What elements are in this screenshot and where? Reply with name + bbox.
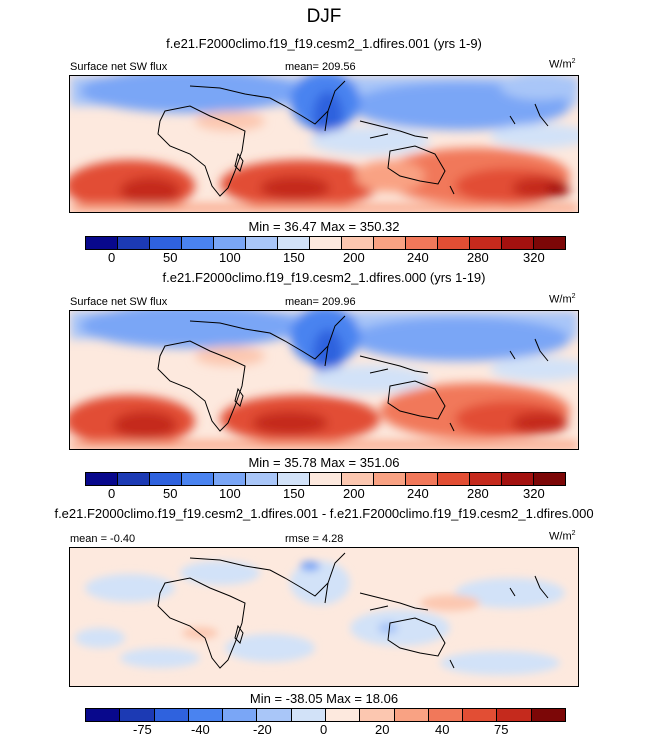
panel2-colorbar-swatch: [118, 473, 150, 485]
panel1-mean-label: mean= 209.56: [285, 61, 356, 73]
panel1-units: W/m2: [549, 58, 576, 71]
panel2-colorbar: [85, 472, 566, 486]
panel2-tick: 100: [219, 486, 241, 501]
panel2-mean-label: mean= 209.96: [285, 296, 356, 308]
panel1-colorbar-swatch: [406, 237, 438, 249]
panel2-field-label: Surface net SW flux: [70, 296, 168, 308]
panel2-colorbar-swatch: [150, 473, 182, 485]
panel2-colorbar-swatch: [534, 473, 565, 485]
panel3-coastlines: [157, 552, 549, 669]
panel2-minmax: Min = 35.78 Max = 351.06: [248, 455, 400, 470]
panel1-tick: 50: [163, 250, 178, 265]
panel1-colorbar-swatch: [246, 237, 278, 249]
panel1-colorbar-swatch: [182, 237, 214, 249]
panel2-units: W/m2: [549, 293, 576, 306]
panel3-colorbar-swatch: [223, 709, 258, 721]
panel1-colorbar-swatch: [534, 237, 565, 249]
panel1-colorbar-swatch: [438, 237, 470, 249]
panel3-colorbar-swatch: [497, 709, 532, 721]
panel3-colorbar-swatch: [360, 709, 395, 721]
panel3-tick: 0: [320, 722, 328, 737]
panel3-map: [69, 547, 579, 687]
panel3-colorbar-swatch: [394, 709, 429, 721]
panel3-tick: -75: [133, 722, 152, 737]
panel1-colorbar-swatch: [342, 237, 374, 249]
panel3-colorbar: [85, 708, 566, 722]
panel1-colorbar-swatch: [470, 237, 502, 249]
panel1-colorbar-swatch: [278, 237, 310, 249]
panel3-colorbar-swatch: [154, 709, 189, 721]
panel3-minmax: Min = -38.05 Max = 18.06: [249, 691, 399, 706]
panel3-units: W/m2: [549, 530, 576, 543]
panel3-colorbar-swatch: [463, 709, 498, 721]
panel3-colorbar-swatch: [257, 709, 292, 721]
panel1-colorbar-swatch: [150, 237, 182, 249]
panel3-colorbar-swatch: [428, 709, 464, 721]
panel2-colorbar-swatch: [438, 473, 470, 485]
panel1-colorbar-swatch: [502, 237, 534, 249]
panel3-colorbar-swatch: [120, 709, 155, 721]
panel1-colorbar-swatch: [310, 237, 342, 249]
panel1-coastlines: [157, 80, 549, 197]
panel2-colorbar-swatch: [374, 473, 406, 485]
panel3-colorbar-swatch: [188, 709, 224, 721]
panel2-colorbar-swatch: [278, 473, 310, 485]
panel1-title: f.e21.F2000climo.f19_f19.cesm2_1.dfires.…: [166, 36, 482, 51]
panel1-tick: 200: [343, 250, 365, 265]
panel2-colorbar-swatch: [470, 473, 502, 485]
panel1-colorbar: [85, 236, 566, 250]
panel3-mean-label: mean = -0.40: [70, 533, 136, 545]
panel2-colorbar-swatch: [246, 473, 278, 485]
panel1-tick: 240: [407, 250, 429, 265]
panel2-colorbar-swatch: [214, 473, 246, 485]
panel3-colorbar-swatch: [291, 709, 326, 721]
panel2-coastlines: [157, 315, 549, 432]
panel2-tick: 150: [283, 486, 305, 501]
panel1-tick: 100: [219, 250, 241, 265]
panel1-colorbar-swatch: [214, 237, 246, 249]
panel2-colorbar-swatch: [342, 473, 374, 485]
panel3-colorbar-swatch: [325, 709, 361, 721]
panel2-map: [69, 310, 579, 450]
panel3-tick: -40: [191, 722, 210, 737]
panel1-tick: 150: [283, 250, 305, 265]
panel2-colorbar-swatch: [310, 473, 342, 485]
panel2-colorbar-swatch: [182, 473, 214, 485]
panel1-map: [69, 75, 579, 213]
panel2-tick: 0: [108, 486, 116, 501]
panel3-rmse-label: rmse = 4.28: [285, 533, 344, 545]
panel2-colorbar-swatch: [86, 473, 118, 485]
panel2-tick: 50: [163, 486, 178, 501]
panel2-colorbar-swatch: [502, 473, 534, 485]
panel3-tick: -20: [253, 722, 272, 737]
panel3-title: f.e21.F2000climo.f19_f19.cesm2_1.dfires.…: [54, 506, 594, 521]
panel3-tick: 75: [494, 722, 509, 737]
panel3-colorbar-swatch: [86, 709, 121, 721]
panel1-tick: 280: [467, 250, 489, 265]
panel3-field-svg: [70, 548, 578, 686]
panel1-field-svg: [70, 76, 578, 212]
panel2-tick: 320: [523, 486, 545, 501]
panel3-tick: 40: [435, 722, 450, 737]
panel1-field-label: Surface net SW flux: [70, 61, 168, 73]
season-title: DJF: [306, 6, 342, 27]
panel2-colorbar-swatch: [406, 473, 438, 485]
panel2-field-svg: [70, 311, 578, 449]
panel1-tick: 0: [108, 250, 116, 265]
panel3-colorbar-swatch: [531, 709, 565, 721]
panel2-tick: 280: [467, 486, 489, 501]
panel1-minmax: Min = 36.47 Max = 350.32: [248, 219, 400, 234]
panel1-tick: 320: [523, 250, 545, 265]
panel1-colorbar-swatch: [374, 237, 406, 249]
panel2-tick: 200: [343, 486, 365, 501]
panel3-tick: 20: [375, 722, 390, 737]
panel1-colorbar-swatch: [86, 237, 118, 249]
panel1-colorbar-swatch: [118, 237, 150, 249]
panel2-tick: 240: [407, 486, 429, 501]
panel2-title: f.e21.F2000climo.f19_f19.cesm2_1.dfires.…: [162, 270, 486, 285]
